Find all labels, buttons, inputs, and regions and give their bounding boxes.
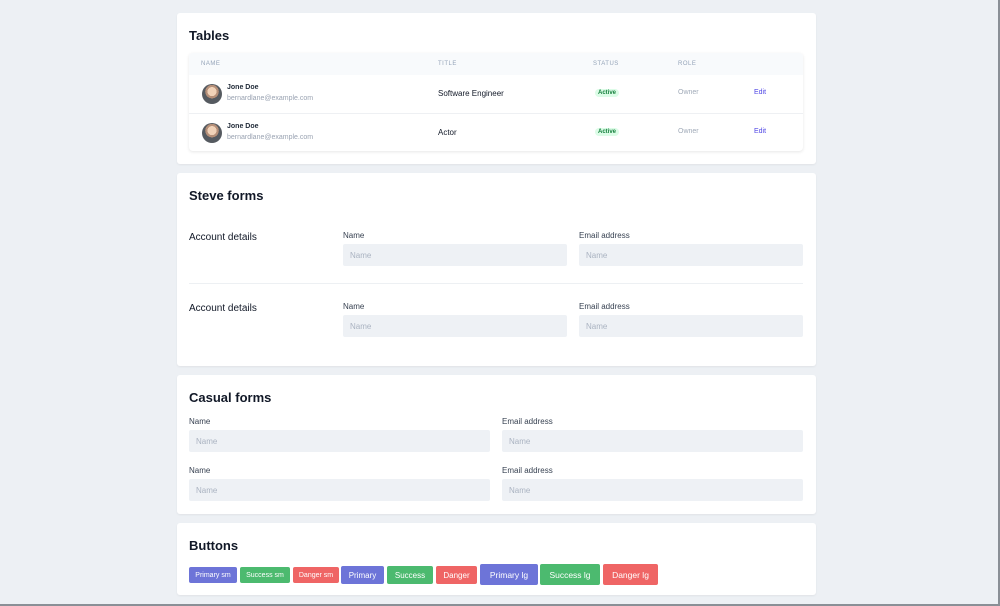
primary-button[interactable]: Primary bbox=[341, 566, 384, 584]
primary-sm-button[interactable]: Primary sm bbox=[189, 567, 237, 583]
name-input[interactable] bbox=[343, 315, 567, 337]
name-label: Name bbox=[343, 302, 365, 311]
steve-forms-title: Steve forms bbox=[189, 188, 264, 203]
name-input[interactable] bbox=[189, 430, 490, 452]
buttons-title: Buttons bbox=[189, 538, 239, 553]
email-label: Email address bbox=[502, 466, 553, 475]
tables-title: Tables bbox=[189, 28, 230, 43]
column-header-status: Status bbox=[593, 61, 619, 67]
success-sm-button[interactable]: Success sm bbox=[240, 567, 290, 583]
steve-forms-card: Steve forms Account details Name Email a… bbox=[177, 173, 816, 366]
success-lg-button[interactable]: Success lg bbox=[540, 564, 600, 585]
table-row: Jone Doe bernardlane@example.com Softwar… bbox=[189, 75, 803, 113]
buttons-card: Buttons Primary sm Success sm Danger sm … bbox=[177, 523, 816, 595]
name-input[interactable] bbox=[343, 244, 567, 266]
danger-button[interactable]: Danger bbox=[436, 566, 477, 584]
name-label: Name bbox=[343, 231, 365, 240]
email-label: Email address bbox=[579, 231, 630, 240]
status-badge: Active bbox=[595, 89, 620, 97]
email-input[interactable] bbox=[579, 315, 803, 337]
success-button[interactable]: Success bbox=[387, 566, 433, 584]
status-badge: Active bbox=[595, 128, 620, 136]
email-label: Email address bbox=[579, 302, 630, 311]
avatar bbox=[202, 123, 222, 143]
user-title: Software Engineer bbox=[438, 89, 504, 98]
section-label: Account details bbox=[189, 303, 257, 314]
name-input[interactable] bbox=[189, 479, 490, 501]
primary-lg-button[interactable]: Primary lg bbox=[480, 564, 538, 585]
user-email: bernardlane@example.com bbox=[227, 95, 314, 102]
user-role: Owner bbox=[678, 128, 699, 135]
avatar bbox=[202, 84, 222, 104]
column-header-title: Title bbox=[438, 61, 457, 67]
column-header-role: Role bbox=[678, 61, 697, 67]
casual-forms-title: Casual forms bbox=[189, 390, 272, 405]
user-name: Jone Doe bbox=[227, 123, 259, 130]
edit-link[interactable]: Edit bbox=[754, 128, 767, 135]
danger-sm-button[interactable]: Danger sm bbox=[293, 567, 339, 583]
edit-link[interactable]: Edit bbox=[754, 89, 767, 96]
column-header-name: Name bbox=[201, 61, 221, 67]
name-label: Name bbox=[189, 466, 211, 475]
email-input[interactable] bbox=[502, 479, 803, 501]
danger-lg-button[interactable]: Danger lg bbox=[603, 564, 658, 585]
section-label: Account details bbox=[189, 232, 257, 243]
tables-card: Tables Name Title Status Role Jone Doe b… bbox=[177, 13, 816, 164]
user-name: Jone Doe bbox=[227, 84, 259, 91]
email-label: Email address bbox=[502, 417, 553, 426]
casual-forms-card: Casual forms Name Email address Name Ema… bbox=[177, 375, 816, 514]
user-title: Actor bbox=[438, 128, 457, 137]
user-email: bernardlane@example.com bbox=[227, 134, 314, 141]
email-input[interactable] bbox=[579, 244, 803, 266]
user-role: Owner bbox=[678, 89, 699, 96]
table-row: Jone Doe bernardlane@example.com Actor A… bbox=[189, 113, 803, 151]
table-header: Name Title Status Role bbox=[189, 53, 803, 75]
users-table: Name Title Status Role Jone Doe bernardl… bbox=[189, 53, 803, 151]
divider bbox=[189, 283, 803, 284]
email-input[interactable] bbox=[502, 430, 803, 452]
name-label: Name bbox=[189, 417, 211, 426]
